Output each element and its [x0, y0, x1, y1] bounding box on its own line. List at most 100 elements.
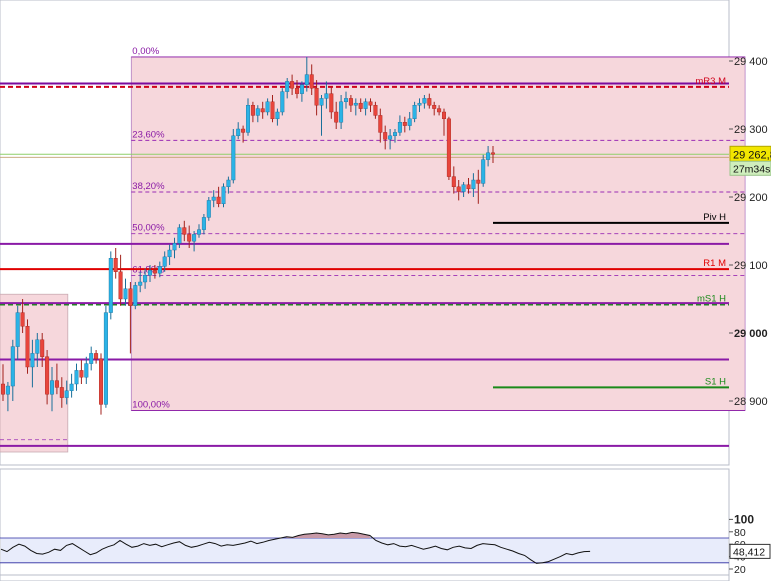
candle-body [461, 184, 466, 192]
candle-body [378, 115, 383, 133]
candle-body [427, 98, 432, 106]
candle-body [344, 98, 349, 103]
candle-body [206, 200, 211, 218]
candle-body [64, 390, 69, 398]
candle-body [94, 353, 99, 360]
fib-level-label: 50,00% [132, 223, 165, 234]
candle-body [89, 353, 94, 364]
candle-body [393, 132, 398, 136]
price-tick-label: 29 300 [734, 124, 768, 136]
candle-body [348, 98, 353, 106]
pivot-level-label: mS1 H [697, 293, 726, 304]
candles [1, 56, 496, 415]
candle-body [236, 128, 241, 137]
countdown-label: 27m34s [733, 163, 770, 175]
candle-body [466, 184, 471, 190]
candle-body [216, 196, 221, 205]
candle-body [118, 271, 123, 300]
candle-body [290, 81, 295, 89]
candle-body [334, 111, 339, 123]
candle-body [383, 132, 388, 140]
candle-body [211, 196, 216, 201]
candle-body [113, 258, 118, 273]
candle-body [324, 93, 329, 99]
candle-body [133, 285, 138, 306]
candle-body [84, 363, 89, 378]
candle-body [231, 135, 236, 181]
candle-body [192, 234, 197, 242]
candle-body [471, 179, 476, 190]
candle-body [481, 159, 486, 184]
candle-body [432, 104, 437, 109]
candle-body [241, 128, 246, 133]
rsi-tick-label: 100 [734, 512, 754, 526]
candle-body [285, 81, 290, 92]
candle-body [45, 356, 50, 395]
candle-body [5, 385, 10, 395]
candle-body [368, 101, 373, 106]
candle-body [451, 176, 456, 188]
candle-body [59, 387, 64, 398]
candle-body [50, 380, 55, 395]
time-axis[interactable] [0, 574, 730, 582]
candle-body [10, 346, 15, 387]
candle-body [123, 288, 128, 300]
price-tick-label: 29 100 [734, 260, 768, 272]
candle-body [245, 104, 250, 133]
price-tick-label: 29 000 [734, 328, 768, 340]
candle-body [250, 104, 255, 116]
candle-body [30, 353, 35, 368]
pivot-level-label: S1 H [705, 376, 726, 387]
candle-body [339, 101, 344, 123]
candle-body [299, 84, 304, 94]
horizontal-levels [0, 82, 729, 447]
candle-body [417, 102, 422, 106]
rsi-tick-label: 80 [734, 527, 746, 539]
candle-body [486, 152, 491, 160]
candle-body [422, 98, 427, 104]
candle-body [309, 74, 314, 89]
candle-body [373, 104, 378, 116]
fib-level-label: 0,00% [132, 46, 159, 57]
rsi-line [0, 531, 591, 564]
price-background-zones: 0,00%23,60%38,20%50,00%61,80%100,00% [0, 46, 746, 453]
candle-body [456, 186, 461, 192]
candle-body [314, 87, 319, 106]
candle-body [103, 312, 108, 405]
candle-body [270, 101, 275, 120]
candle-body [162, 256, 167, 267]
candle-body [491, 152, 496, 155]
pivot-level-label: Piv H [703, 212, 726, 223]
candle-body [79, 370, 84, 378]
rsi-current-label: 48,412 [733, 546, 765, 558]
candle-body [74, 370, 79, 385]
candle-body [255, 108, 260, 116]
rsi-indicator [0, 531, 729, 564]
candle-body [304, 74, 309, 85]
candle-body [98, 358, 103, 405]
candle-body [128, 288, 133, 306]
candle-body [295, 87, 300, 94]
fib-level-label: 100,00% [132, 400, 170, 411]
candle-body [172, 243, 177, 251]
candle-body [388, 135, 393, 140]
pivot-level-label: mR3 M [695, 76, 726, 87]
level-labels: mR3 M Piv H R1 M mS1 H S1 H [695, 76, 726, 388]
rsi-band [1, 538, 728, 563]
fib-level-label: 23,60% [132, 129, 165, 140]
candle-body [280, 91, 285, 113]
candle-body [476, 179, 481, 184]
rsi-tick-label: 20 [734, 564, 746, 576]
candle-body [143, 275, 148, 283]
fib-level-label: 38,20% [132, 181, 165, 192]
candle-body [221, 186, 226, 205]
candle-body [147, 270, 152, 276]
candle-body [319, 98, 324, 106]
candle-body [54, 380, 59, 388]
rsi-axis: 1008060402048,412 [729, 512, 771, 576]
candle-body [201, 217, 206, 230]
pivot-level-label: R1 M [703, 258, 726, 269]
candle-body [35, 339, 40, 354]
candle-body [358, 102, 363, 109]
